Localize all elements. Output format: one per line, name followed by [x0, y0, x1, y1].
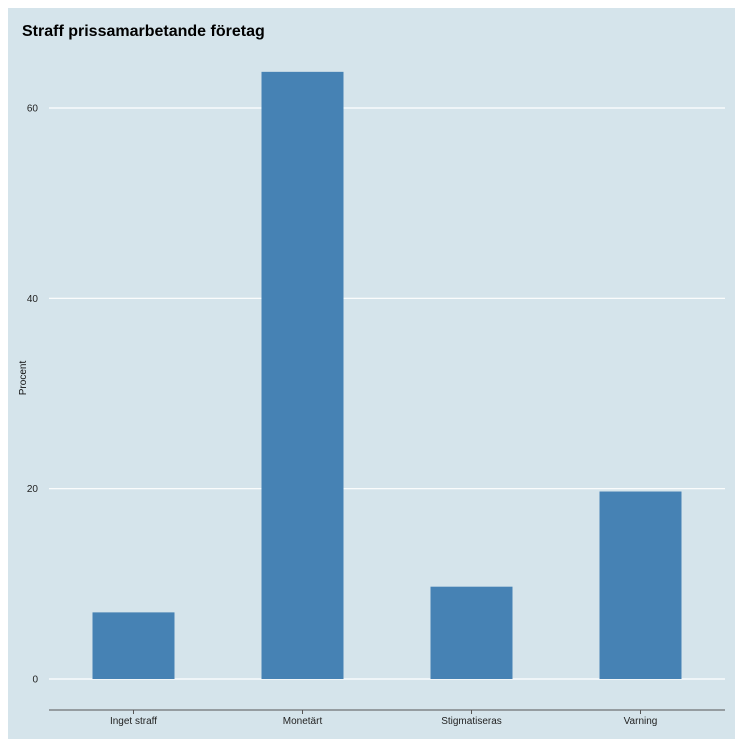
- bar-stigmatiseras: [430, 586, 513, 679]
- chart-title: Straff prissamarbetande företag: [22, 23, 265, 40]
- x-tick-label: Varning: [624, 716, 658, 727]
- y-tick-label: 20: [27, 484, 39, 495]
- x-tick-label: Monetärt: [283, 716, 323, 727]
- y-tick-label: 0: [32, 675, 38, 686]
- bar-varning: [599, 491, 682, 679]
- x-tick-label: Inget straff: [110, 716, 157, 727]
- y-tick-label: 40: [27, 294, 39, 305]
- bars: [92, 71, 682, 679]
- x-tick-label: Stigmatiseras: [441, 716, 502, 727]
- y-tick-label: 60: [27, 104, 39, 115]
- x-axis-ticks: Inget straff Monetärt Stigmatiseras Varning: [110, 710, 657, 727]
- bar-monetärt: [261, 71, 344, 679]
- bar-inget-straff: [92, 612, 175, 679]
- y-axis-ticks: 0 20 40 60: [27, 104, 39, 686]
- y-axis-title: Procent: [18, 361, 29, 396]
